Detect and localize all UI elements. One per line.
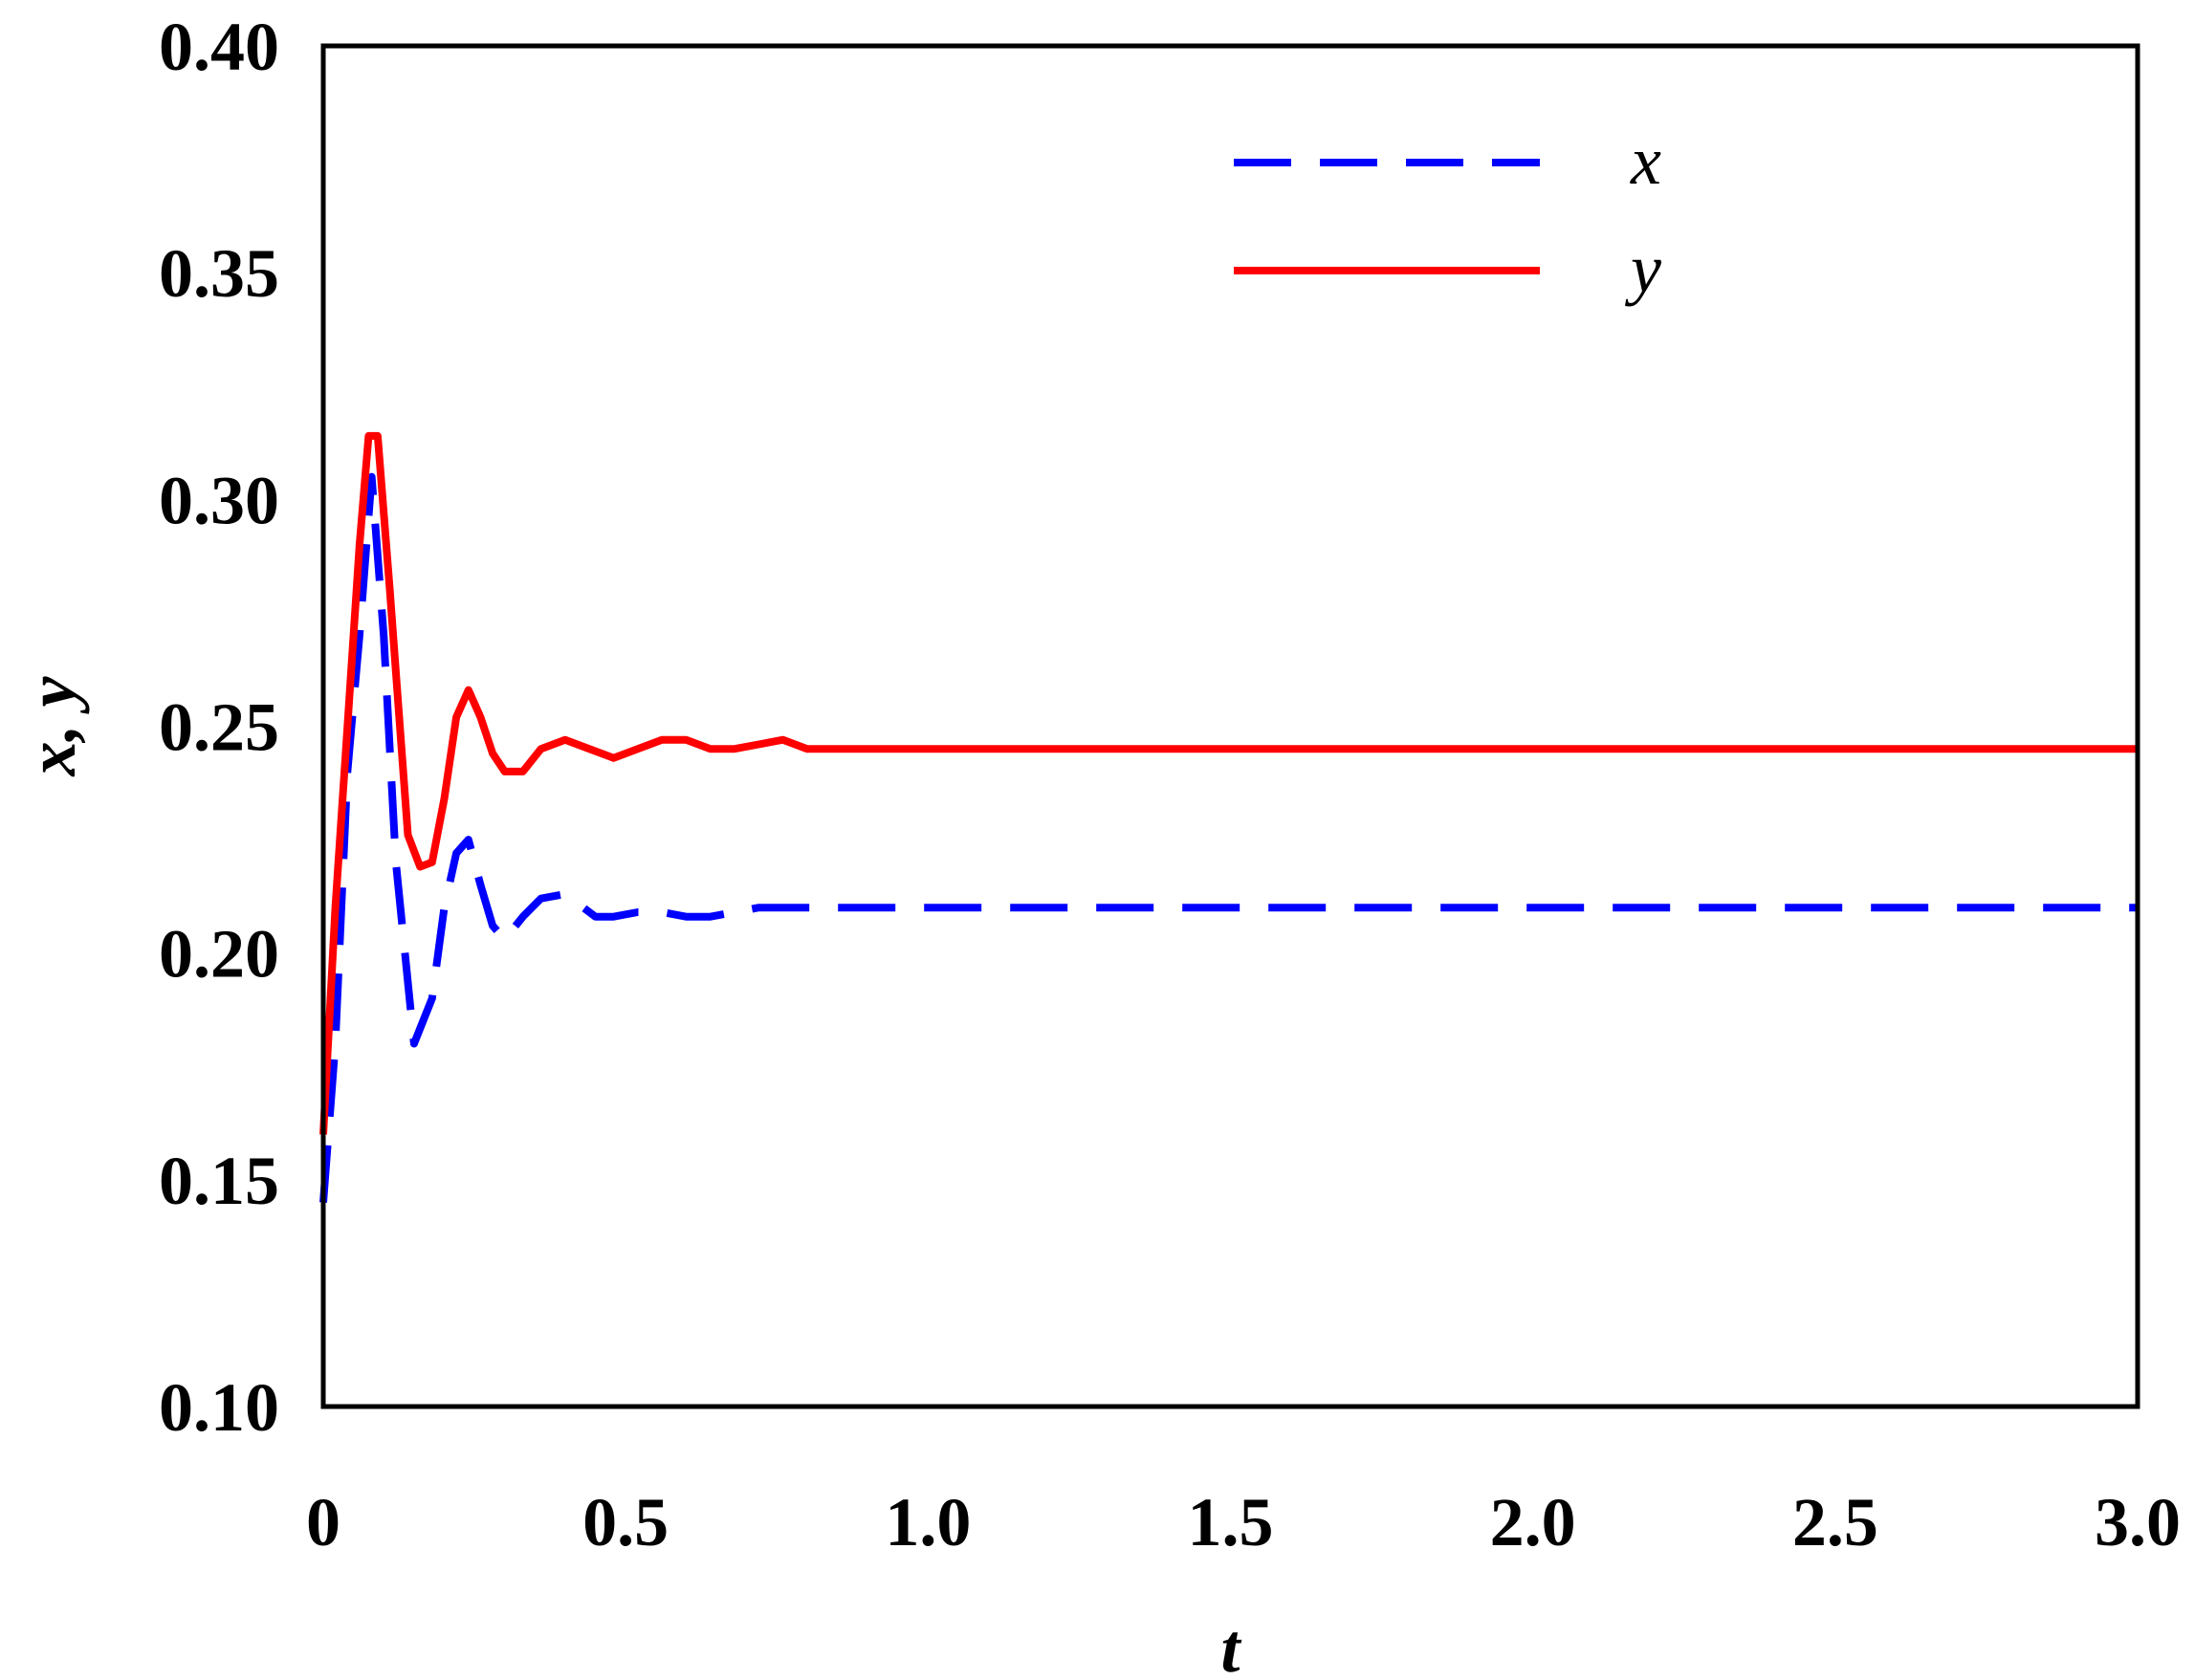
x-tick-label: 1.0	[885, 1484, 971, 1560]
x-tick-labels: 0 0.5 1.0 1.5 2.0 2.5 3.0	[306, 1484, 2181, 1560]
x-tick-label: 1.5	[1188, 1484, 1274, 1560]
y-tick-label: 0.15	[159, 1143, 279, 1219]
legend: x y	[1234, 122, 1661, 307]
y-tick-label: 0.30	[159, 462, 279, 538]
y-tick-labels: 0.10 0.15 0.20 0.25 0.30 0.35 0.40	[159, 9, 279, 1446]
y-axis-label: x, y	[13, 675, 90, 776]
series-layer	[319, 431, 2138, 1203]
y-tick-label: 0.35	[159, 235, 279, 312]
y-tick-label: 0.10	[159, 1369, 279, 1446]
x-tick-label: 2.0	[1490, 1484, 1576, 1560]
x-tick-label: 2.5	[1792, 1484, 1878, 1560]
x-tick-label: 3.0	[2095, 1484, 2181, 1560]
x-tick-label: 0	[306, 1484, 340, 1560]
legend-label-y: y	[1624, 230, 1661, 307]
series-line-y	[319, 431, 2138, 1135]
y-tick-label: 0.25	[159, 689, 279, 766]
series-line-x	[319, 472, 2138, 1203]
x-tick-label: 0.5	[582, 1484, 669, 1560]
y-tick-label: 0.20	[159, 916, 279, 993]
y-tick-label: 0.40	[159, 9, 279, 85]
x-axis-label: t	[1220, 1610, 1241, 1680]
plot-frame	[320, 43, 2140, 1409]
legend-label-x: x	[1630, 122, 1661, 199]
